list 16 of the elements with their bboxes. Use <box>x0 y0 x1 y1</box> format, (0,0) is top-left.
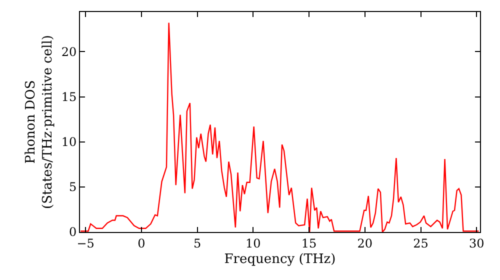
y-tick-label: 5 <box>68 180 77 194</box>
x-tick-label: 20 <box>357 236 373 250</box>
x-tick-label: 30 <box>469 236 484 250</box>
x-tick-label: 10 <box>246 236 261 250</box>
y-axis-title: Phonon DOS (States/THz·primitive cell) <box>23 34 56 210</box>
y-tick-label: 0 <box>68 225 77 240</box>
y-tick-label: 15 <box>61 90 77 104</box>
y-tick-label: 20 <box>61 44 77 59</box>
y-tick-label: 10 <box>61 135 77 150</box>
x-tick-label: −5 <box>76 236 94 250</box>
x-axis-title: Frequency (THz) <box>224 252 336 267</box>
x-tick-label: 25 <box>413 236 428 250</box>
line-series <box>80 22 480 232</box>
x-tick-label: 15 <box>301 236 317 250</box>
x-tick-label: 0 <box>138 236 146 250</box>
x-tick-label: 5 <box>194 236 202 250</box>
